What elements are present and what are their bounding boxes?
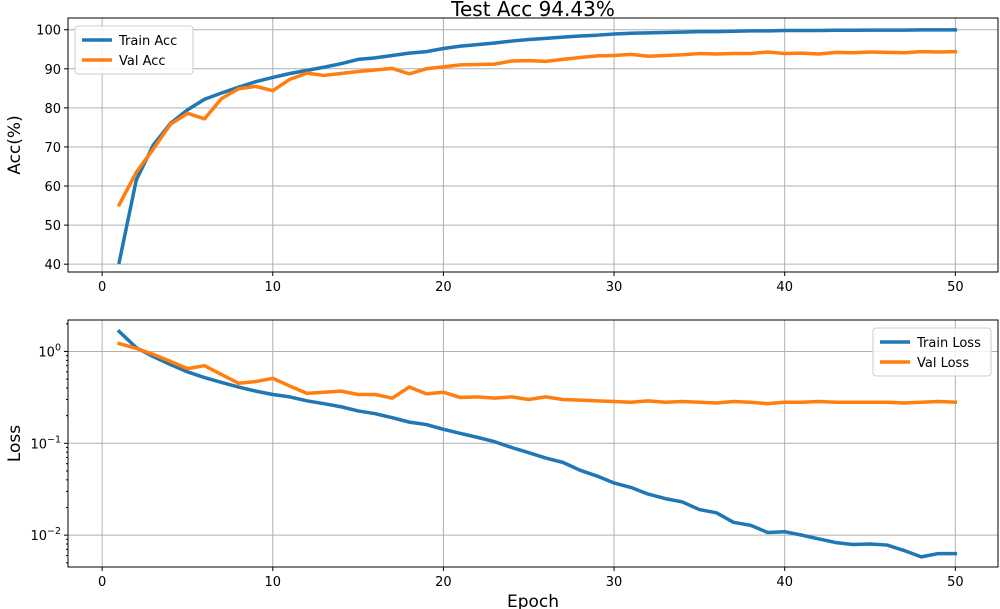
y-axis-label: Acc(%) (5, 115, 25, 174)
y-tick-label: 70 (44, 141, 61, 156)
legend-box (872, 327, 992, 377)
x-tick-label: 10 (264, 575, 281, 590)
legend-label: Train Loss (916, 336, 981, 351)
x-tick-label: 50 (947, 575, 964, 590)
chart-title: Test Acc 94.43% (450, 0, 615, 21)
y-axis-label: Loss (5, 425, 25, 462)
y-tick-label: 100 (38, 342, 61, 360)
x-tick-label: 40 (776, 575, 793, 590)
x-tick-label: 50 (947, 280, 964, 295)
plot-frame (67, 17, 999, 273)
y-tick-label: 80 (44, 102, 61, 117)
accuracy-panel: 0 10 20 30 40 50 40 50 60 70 80 90 100 Test Acc 94.43… (5, 0, 999, 295)
series-line-train-acc (117, 28, 958, 265)
x-tick-label: 20 (435, 575, 452, 590)
y-tick-label: 40 (44, 258, 61, 273)
legend-label: Val Acc (119, 54, 166, 69)
x-tick-label: 40 (776, 280, 793, 295)
loss-panel: 0 10 20 30 40 50 100 10−1 10−2 Epoch Loss Train Los… (5, 319, 999, 609)
y-tick-label: 10−1 (30, 434, 61, 452)
y-tick-label: 60 (44, 180, 61, 195)
legend-label: Train Acc (118, 34, 177, 49)
series-line-val-acc (116, 49, 958, 208)
y-tick-label: 90 (44, 63, 61, 78)
x-tick-label: 30 (606, 280, 623, 295)
x-tick-label: 30 (606, 575, 623, 590)
x-tick-label: 0 (98, 280, 106, 295)
x-axis-label: Epoch (507, 592, 559, 609)
x-tick-label: 20 (435, 280, 452, 295)
y-tick-label: 100 (36, 24, 61, 39)
series-line-train-loss (116, 329, 958, 559)
legend-label: Val Loss (917, 356, 969, 371)
x-tick-label: 0 (98, 575, 106, 590)
legend-box (74, 25, 194, 75)
series-line-val-loss (117, 341, 958, 406)
x-tick-label: 10 (264, 280, 281, 295)
y-tick-label: 50 (44, 219, 61, 234)
y-tick-label: 10−2 (30, 526, 61, 544)
